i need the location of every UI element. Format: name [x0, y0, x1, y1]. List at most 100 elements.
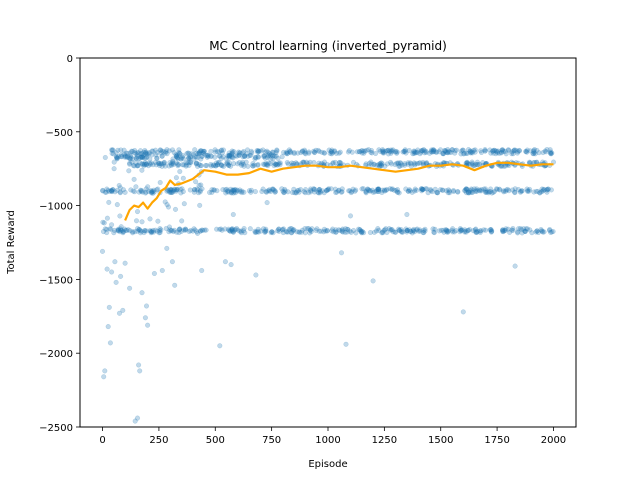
scatter-point: [284, 159, 290, 165]
scatter-point: [506, 188, 512, 194]
scatter-point: [473, 187, 479, 193]
scatter-point: [488, 186, 494, 192]
scatter-point: [225, 161, 231, 167]
scatter-point: [445, 190, 451, 196]
scatter-point: [474, 229, 480, 235]
scatter-point: [265, 163, 271, 169]
scatter-point: [151, 187, 157, 193]
scatter-point: [411, 226, 417, 232]
scatter-point: [129, 148, 135, 154]
scatter-point: [428, 148, 434, 154]
scatter-point: [540, 188, 546, 194]
scatter-point: [467, 148, 473, 154]
scatter-point: [515, 186, 521, 192]
scatter-point: [120, 307, 126, 313]
scatter-point: [255, 154, 261, 160]
scatter-point: [336, 150, 342, 156]
scatter-point: [545, 186, 551, 192]
scatter-point: [548, 151, 554, 157]
scatter-point: [291, 149, 297, 155]
scatter-point: [275, 155, 281, 161]
scatter-point: [452, 229, 458, 235]
scatter-point: [462, 227, 468, 233]
scatter-point: [167, 187, 173, 193]
scatter-point: [189, 151, 195, 157]
scatter-point: [136, 226, 142, 232]
scatter-point: [464, 159, 470, 165]
scatter-point: [340, 229, 346, 235]
scatter-point: [418, 148, 424, 154]
scatter-point: [228, 186, 234, 192]
scatter-point: [226, 160, 232, 166]
scatter-point: [242, 154, 248, 160]
scatter-point: [548, 149, 554, 155]
scatter-point: [136, 156, 142, 162]
scatter-point: [396, 228, 402, 234]
scatter-point: [300, 148, 306, 154]
scatter-point: [541, 186, 547, 192]
scatter-point: [472, 227, 478, 233]
scatter-point: [159, 163, 165, 169]
x-tick-label: 1500: [428, 435, 453, 446]
scatter-point: [317, 190, 323, 196]
x-axis-label: Episode: [308, 459, 347, 470]
scatter-point: [382, 187, 388, 193]
scatter-point: [115, 226, 121, 232]
scatter-point: [164, 151, 170, 157]
scatter-point: [172, 187, 178, 193]
scatter-point: [454, 147, 460, 153]
scatter-point: [112, 189, 118, 195]
scatter-point: [223, 156, 229, 162]
scatter-point: [238, 230, 244, 236]
scatter-point: [406, 227, 412, 233]
scatter-point: [234, 188, 240, 194]
scatter-point: [545, 186, 551, 192]
scatter-point: [251, 162, 257, 168]
scatter-point: [357, 227, 363, 233]
scatter-point: [429, 149, 435, 155]
scatter-point: [254, 148, 260, 154]
scatter-point: [475, 162, 481, 168]
scatter-point: [119, 154, 125, 160]
scatter-point: [489, 228, 495, 234]
scatter-point: [252, 189, 258, 195]
scatter-point: [531, 189, 537, 195]
scatter-point: [275, 228, 281, 234]
scatter-point: [339, 186, 345, 192]
scatter-point: [516, 226, 522, 232]
scatter-point: [502, 228, 508, 234]
scatter-point: [159, 148, 165, 154]
scatter-point: [473, 188, 479, 194]
scatter-point: [448, 149, 454, 155]
scatter-point: [124, 227, 130, 233]
scatter-point: [239, 188, 245, 194]
scatter-point: [161, 149, 167, 155]
scatter-point: [109, 150, 115, 156]
scatter-point: [270, 153, 276, 159]
scatter-point: [127, 150, 133, 156]
scatter-point: [316, 187, 322, 193]
scatter-point: [325, 187, 331, 193]
scatter-point: [136, 150, 142, 156]
scatter-point: [137, 230, 143, 236]
scatter-point: [532, 147, 538, 153]
scatter-point: [117, 226, 123, 232]
scatter-point: [281, 189, 287, 195]
scatter-point: [234, 153, 240, 159]
scatter-point: [505, 147, 511, 153]
scatter-point: [231, 227, 237, 233]
scatter-point: [130, 162, 136, 168]
scatter-point: [268, 152, 274, 158]
scatter-point: [329, 151, 335, 157]
scatter-point: [445, 150, 451, 156]
scatter-point: [423, 149, 429, 155]
scatter-point: [510, 151, 516, 157]
scatter-point: [225, 188, 231, 194]
scatter-point: [247, 152, 253, 158]
scatter-point: [420, 230, 426, 236]
scatter-point: [255, 162, 261, 168]
scatter-point: [496, 186, 502, 192]
scatter-point: [460, 309, 466, 315]
scatter-point: [500, 147, 506, 153]
